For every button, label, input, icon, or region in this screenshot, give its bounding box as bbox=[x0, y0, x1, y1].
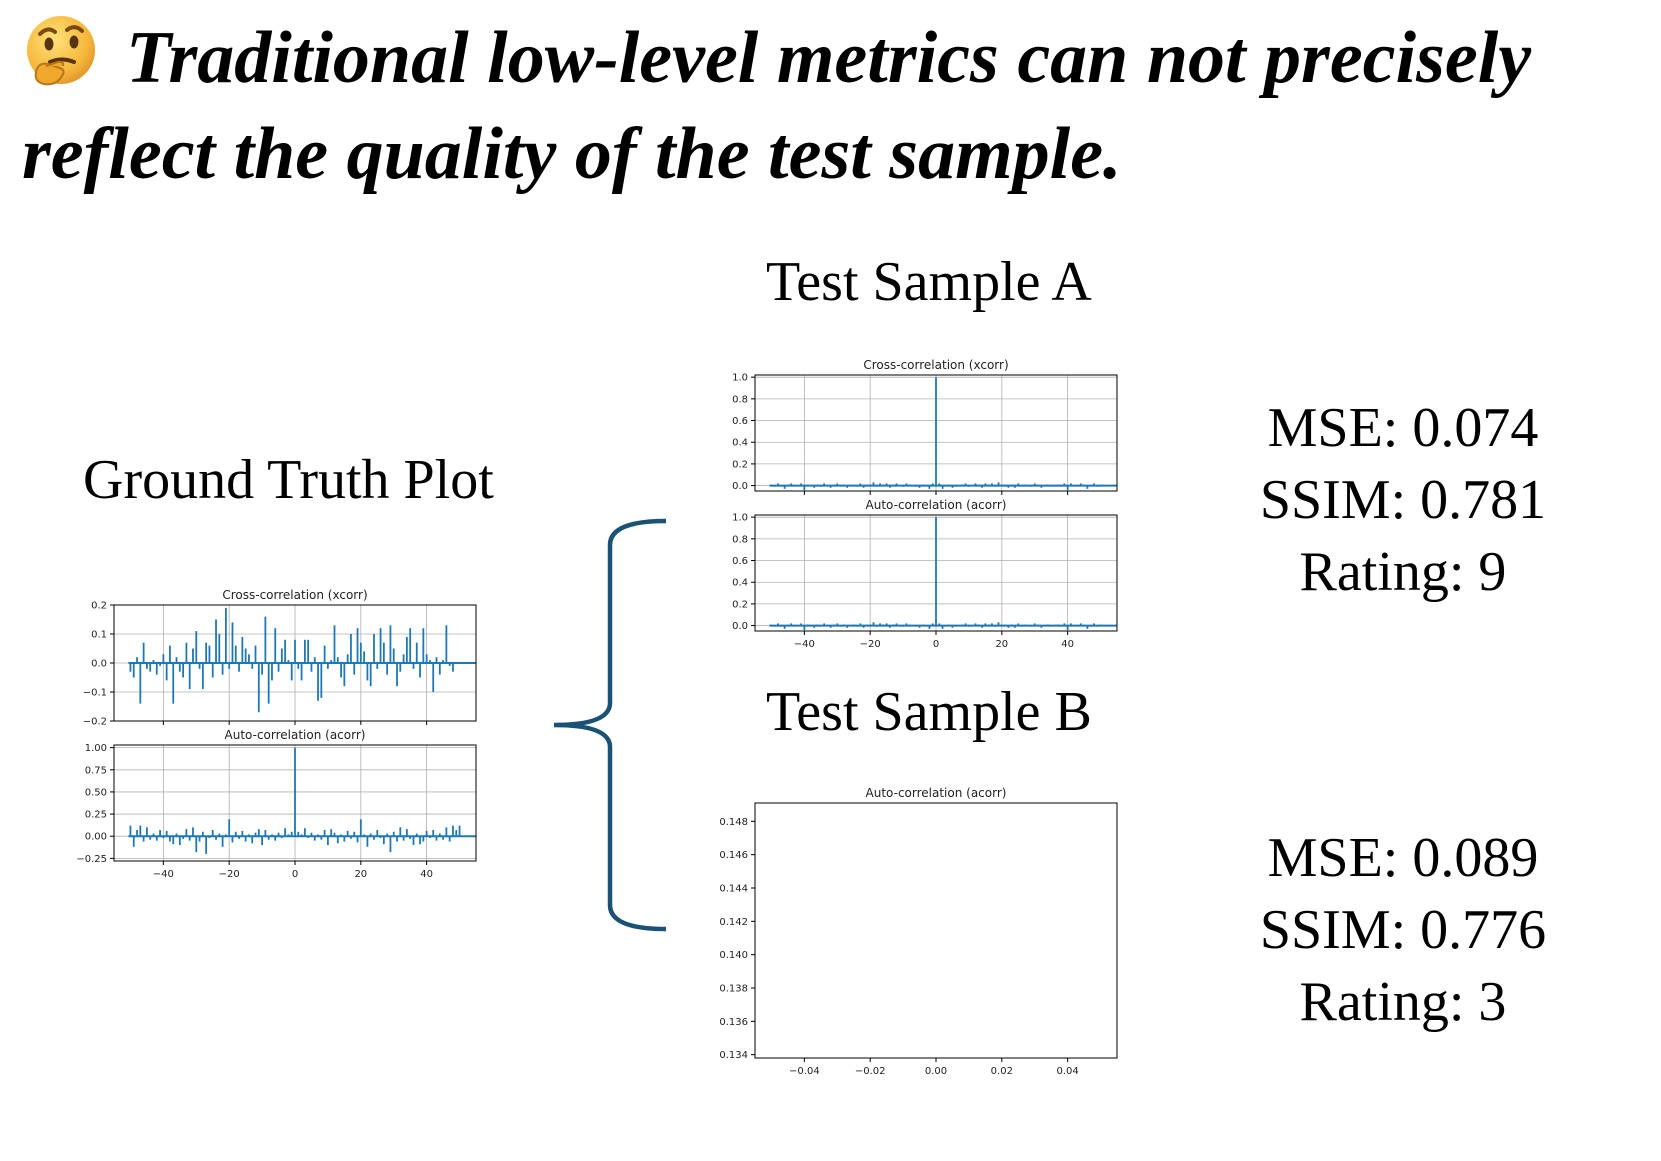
y-tick-label: 0.25 bbox=[85, 810, 107, 821]
x-tick-label: 0.04 bbox=[1057, 1066, 1079, 1077]
x-tick-label: 0 bbox=[933, 639, 939, 650]
headline: Traditional low-level metrics can not pr… bbox=[22, 10, 1652, 202]
curly-brace bbox=[553, 518, 667, 932]
y-tick-label: 0.6 bbox=[732, 416, 748, 427]
x-tick-label: −20 bbox=[860, 639, 881, 650]
y-tick-label: 1.00 bbox=[85, 743, 107, 754]
y-tick-label: 0.2 bbox=[91, 601, 107, 612]
y-tick-label: 0.75 bbox=[85, 765, 107, 776]
x-tick-label: 40 bbox=[420, 869, 433, 880]
y-tick-label: 1.0 bbox=[732, 373, 748, 384]
sample-a-metrics: MSE: 0.074 SSIM: 0.781 Rating: 9 bbox=[1238, 392, 1568, 608]
y-tick-label: 0.134 bbox=[719, 1050, 748, 1061]
chart-title: Auto-correlation (acorr) bbox=[866, 786, 1007, 800]
y-tick-label: −0.2 bbox=[83, 717, 107, 728]
sample-b-ssim: SSIM: 0.776 bbox=[1259, 899, 1547, 961]
ground-truth-label: Ground Truth Plot bbox=[83, 449, 494, 511]
y-tick-label: 0.144 bbox=[719, 884, 748, 895]
y-tick-label: 0.0 bbox=[732, 481, 748, 492]
sample-a-acorr-plot: Auto-correlation (acorr) 0.0 0.2 0.4 0.6 0.8 1… bbox=[732, 498, 1118, 650]
x-tick-label: 0 bbox=[292, 869, 298, 880]
y-tick-label: 0.2 bbox=[732, 459, 748, 470]
sample-b-rating: Rating: 3 bbox=[1299, 971, 1507, 1033]
test-sample-a-label: Test Sample A bbox=[766, 251, 1092, 313]
thinking-face-icon bbox=[22, 12, 100, 90]
y-tick-label: 0.00 bbox=[85, 832, 107, 843]
y-tick-label: 0.6 bbox=[732, 556, 748, 567]
y-tick-label: −0.1 bbox=[83, 688, 107, 699]
chart-title: Cross-correlation (xcorr) bbox=[863, 358, 1008, 372]
sample-a-ssim: SSIM: 0.781 bbox=[1259, 469, 1547, 531]
sample-a-mse: MSE: 0.074 bbox=[1267, 397, 1539, 459]
sample-a-xcorr-plot: Cross-correlation (xcorr) 0.0 0.2 0.4 0.6 0.8… bbox=[732, 358, 1118, 495]
y-tick-label: 0.8 bbox=[732, 534, 748, 545]
x-tick-label: −20 bbox=[219, 869, 240, 880]
y-tick-label: 0.1 bbox=[91, 630, 107, 641]
sample-b-acorr-plot: Auto-correlation (acorr) 0.134 0.136 0.138 0… bbox=[719, 786, 1118, 1077]
y-tick-label: 0.138 bbox=[719, 984, 748, 995]
y-tick-label: 1.0 bbox=[732, 513, 748, 524]
x-tick-label: −0.02 bbox=[855, 1066, 886, 1077]
y-tick-label: 0.4 bbox=[732, 438, 748, 449]
y-tick-label: 0.2 bbox=[732, 599, 748, 610]
y-tick-label: 0.0 bbox=[732, 621, 748, 632]
x-tick-label: 0.02 bbox=[991, 1066, 1013, 1077]
x-tick-label: 0.00 bbox=[925, 1066, 947, 1077]
test-sample-b-label: Test Sample B bbox=[766, 681, 1092, 743]
headline-line-2: reflect the quality of the test sample. bbox=[22, 113, 1122, 195]
y-tick-label: 0.136 bbox=[719, 1017, 748, 1028]
chart-title: Auto-correlation (acorr) bbox=[866, 498, 1007, 512]
x-tick-label: 20 bbox=[995, 639, 1008, 650]
x-tick-label: −0.04 bbox=[789, 1066, 820, 1077]
x-tick-label: −40 bbox=[153, 869, 174, 880]
headline-line-1: Traditional low-level metrics can not pr… bbox=[126, 17, 1532, 99]
y-tick-label: 0.8 bbox=[732, 394, 748, 405]
y-tick-label: 0.4 bbox=[732, 578, 748, 589]
ground-truth-xcorr-plot: Cross-correlation (xcorr) −0.2 −0.1 0.0 0.1 0… bbox=[83, 588, 477, 728]
sample-b-mse: MSE: 0.089 bbox=[1267, 827, 1539, 889]
sample-a-rating: Rating: 9 bbox=[1299, 541, 1507, 603]
y-tick-label: −0.25 bbox=[76, 854, 107, 865]
y-tick-label: 0.50 bbox=[85, 787, 107, 798]
y-tick-label: 0.140 bbox=[719, 950, 748, 961]
y-tick-label: 0.148 bbox=[719, 817, 748, 828]
y-tick-label: 0.142 bbox=[719, 917, 748, 928]
ground-truth-acorr-plot: Auto-correlation (acorr) −0.25 0.00 0.25 0.5… bbox=[76, 728, 477, 880]
y-tick-label: 0.146 bbox=[719, 850, 748, 861]
chart-title: Auto-correlation (acorr) bbox=[225, 728, 366, 742]
plot-frame bbox=[754, 802, 1118, 1059]
x-tick-label: −40 bbox=[794, 639, 815, 650]
sample-b-metrics: MSE: 0.089 SSIM: 0.776 Rating: 3 bbox=[1238, 822, 1568, 1038]
chart-title: Cross-correlation (xcorr) bbox=[222, 588, 367, 602]
x-tick-label: 40 bbox=[1061, 639, 1074, 650]
x-tick-label: 20 bbox=[354, 869, 367, 880]
y-tick-label: 0.0 bbox=[91, 659, 107, 670]
